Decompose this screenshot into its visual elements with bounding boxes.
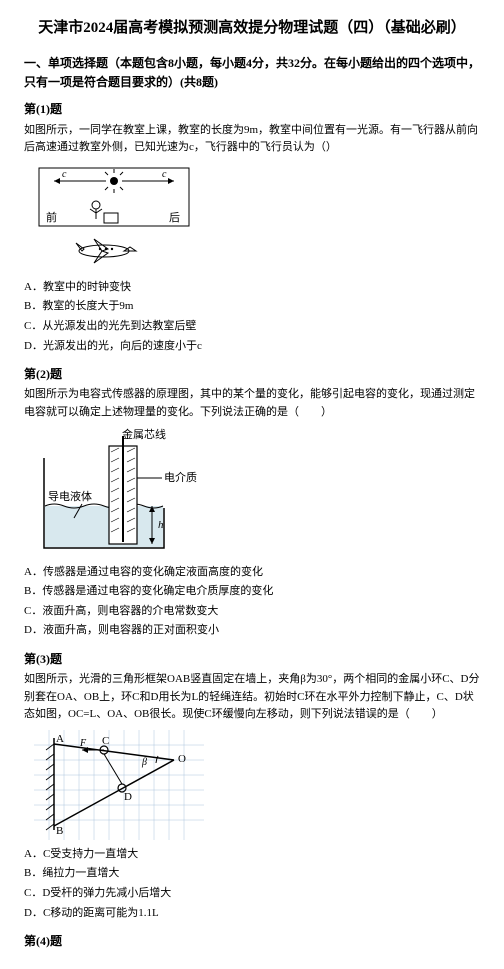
svg-text:后: 后 — [169, 211, 180, 224]
q1-c-right-label: c — [162, 169, 167, 180]
svg-text:B: B — [56, 825, 63, 837]
q3-opt-a: A．C受支持力一直增大 — [24, 846, 480, 864]
svg-text:F: F — [79, 738, 87, 749]
q1-opt-d: D．光源发出的光，向后的速度小于c — [24, 338, 480, 356]
q2-number: 第(2)题 — [24, 365, 480, 384]
q2-opt-a: A．传感器是通过电容的变化确定液面高度的变化 — [24, 564, 480, 582]
q3-opt-d: D．C移动的距离可能为1.1L — [24, 905, 480, 923]
q2-dielectric-label: 电介质 — [164, 471, 197, 484]
q2-opt-d: D．液面升高，则电容器的正对面积变小 — [24, 622, 480, 640]
section-heading: 一、单项选择题（本题包含8小题，每小题4分，共32分。在每小题给出的四个选项中，… — [24, 54, 480, 92]
q2-options: A．传感器是通过电容的变化确定液面高度的变化 B．传感器是通过电容的变化确定电介… — [24, 564, 480, 640]
q1-opt-b: B．教室的长度大于9m — [24, 298, 480, 316]
q3-figure: β F A B O C D — [34, 730, 480, 840]
q1-options: A．教室中的时钟变快 B．教室的长度大于9m C．从光源发出的光先到达教室后壁 … — [24, 279, 480, 355]
q4-number: 第(4)题 — [24, 932, 480, 951]
q1-figure: c c 前 后 — [34, 163, 480, 273]
svg-text:β: β — [141, 757, 147, 768]
q1-number: 第(1)题 — [24, 100, 480, 119]
svg-text:C: C — [102, 735, 109, 747]
q1-c-left-label: c — [62, 169, 67, 180]
svg-text:A: A — [56, 733, 64, 745]
svg-text:D: D — [124, 791, 132, 803]
q3-stem: 如图所示，光滑的三角形框架OAB竖直固定在墙上，夹角β为30°，两个相同的金属小… — [24, 671, 480, 724]
svg-text:O: O — [178, 753, 186, 765]
q3-number: 第(3)题 — [24, 650, 480, 669]
svg-text:h: h — [158, 519, 164, 531]
q1-opt-a: A．教室中的时钟变快 — [24, 279, 480, 297]
svg-text:前: 前 — [46, 210, 57, 224]
q1-opt-c: C．从光源发出的光先到达教室后壁 — [24, 318, 480, 336]
q3-opt-b: B．绳拉力一直增大 — [24, 865, 480, 883]
q3-opt-c: C．D受杆的弹力先减小后增大 — [24, 885, 480, 903]
q1-stem: 如图所示，一同学在教室上课，教室的长度为9m，教室中间位置有一光源。有一飞行器从… — [24, 122, 480, 157]
q2-core-label: 金属芯线 — [122, 428, 166, 441]
q2-figure: h 金属芯线 电介质 导电液体 — [34, 428, 480, 558]
page-title: 天津市2024届高考模拟预测高效提分物理试题（四）（基础必刷） — [24, 16, 480, 40]
q3-options: A．C受支持力一直增大 B．绳拉力一直增大 C．D受杆的弹力先减小后增大 D．C… — [24, 846, 480, 922]
q2-opt-c: C．液面升高，则电容器的介电常数变大 — [24, 603, 480, 621]
q2-stem: 如图所示为电容式传感器的原理图，其中的某个量的变化，能够引起电容的变化，现通过测… — [24, 386, 480, 421]
q2-conductive-label: 导电液体 — [48, 489, 92, 503]
q2-opt-b: B．传感器是通过电容的变化确定电介质厚度的变化 — [24, 583, 480, 601]
